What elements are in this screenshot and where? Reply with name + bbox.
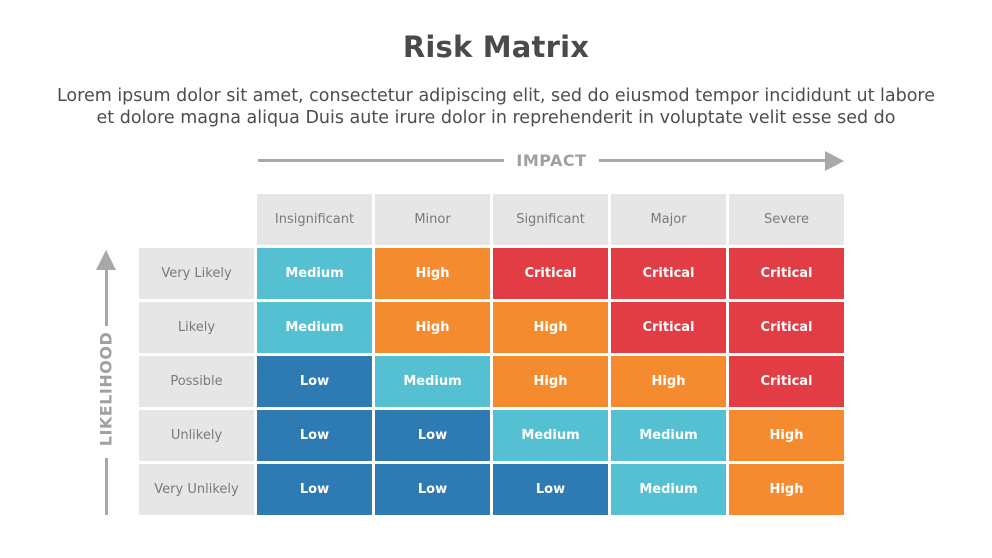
impact-header-significant: Significant — [493, 194, 608, 245]
matrix-cell: High — [729, 410, 844, 461]
matrix-cell: Low — [257, 356, 372, 407]
matrix-cell: High — [493, 356, 608, 407]
likelihood-header-very-unlikely: Very Unlikely — [139, 464, 254, 515]
matrix-cell: Critical — [729, 302, 844, 353]
likelihood-header-very-likely: Very Likely — [139, 248, 254, 299]
matrix-cell: Critical — [493, 248, 608, 299]
matrix-cell: Critical — [729, 248, 844, 299]
likelihood-header-likely: Likely — [139, 302, 254, 353]
likelihood-axis-label: LIKELIHOOD — [96, 331, 116, 447]
description-line-1: Lorem ipsum dolor sit amet, consectetur … — [56, 86, 936, 106]
matrix-cell: Low — [257, 464, 372, 515]
risk-matrix-grid: Insignificant Minor Significant Major Se… — [139, 194, 844, 515]
matrix-cell: High — [375, 248, 490, 299]
matrix-cell: High — [493, 302, 608, 353]
description-line-2: et dolore magna aliqua Duis aute irure d… — [96, 108, 896, 128]
likelihood-arrow-head-icon — [96, 250, 116, 270]
impact-header-minor: Minor — [375, 194, 490, 245]
matrix-cell: Critical — [729, 356, 844, 407]
matrix-cell: Low — [493, 464, 608, 515]
matrix-cell: High — [611, 356, 726, 407]
matrix-cell: Low — [375, 410, 490, 461]
matrix-cell: Medium — [257, 248, 372, 299]
impact-arrow-line-right — [599, 159, 827, 162]
matrix-cell: High — [375, 302, 490, 353]
impact-arrow-line-left — [258, 159, 504, 162]
likelihood-header-unlikely: Unlikely — [139, 410, 254, 461]
likelihood-arrow-line-top — [105, 268, 108, 326]
impact-header-severe: Severe — [729, 194, 844, 245]
likelihood-header-possible: Possible — [139, 356, 254, 407]
impact-header-major: Major — [611, 194, 726, 245]
matrix-cell: High — [729, 464, 844, 515]
matrix-cell: Critical — [611, 248, 726, 299]
matrix-corner — [139, 194, 254, 245]
impact-axis-label: IMPACT — [516, 151, 587, 170]
page-title: Risk Matrix — [402, 30, 590, 64]
matrix-cell: Medium — [493, 410, 608, 461]
impact-arrow-head-icon — [825, 151, 844, 171]
impact-header-insignificant: Insignificant — [257, 194, 372, 245]
matrix-cell: Low — [375, 464, 490, 515]
matrix-cell: Medium — [611, 410, 726, 461]
matrix-cell: Medium — [375, 356, 490, 407]
matrix-cell: Medium — [257, 302, 372, 353]
matrix-cell: Critical — [611, 302, 726, 353]
likelihood-arrow-line-bottom — [105, 458, 108, 515]
matrix-cell: Low — [257, 410, 372, 461]
matrix-cell: Medium — [611, 464, 726, 515]
